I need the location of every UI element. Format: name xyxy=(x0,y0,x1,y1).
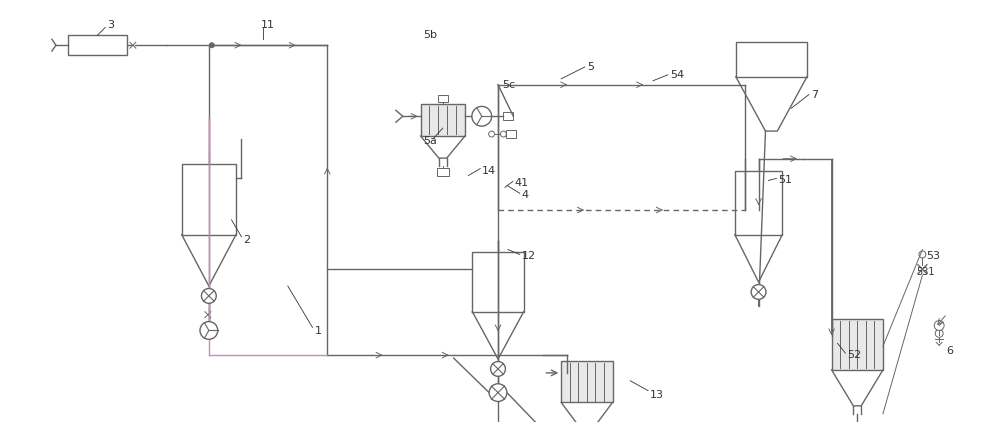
Bar xyxy=(506,130,516,138)
Text: 1: 1 xyxy=(314,326,321,337)
Text: 41: 41 xyxy=(515,178,529,188)
Text: 11: 11 xyxy=(261,20,275,31)
Text: 51: 51 xyxy=(778,176,792,185)
Text: 13: 13 xyxy=(650,390,664,400)
Text: 12: 12 xyxy=(522,252,536,261)
Bar xyxy=(421,105,465,136)
Bar xyxy=(438,94,448,102)
Text: 14: 14 xyxy=(482,166,496,176)
Text: 5a: 5a xyxy=(423,136,437,146)
Text: 2: 2 xyxy=(243,235,251,245)
Circle shape xyxy=(201,289,216,303)
Bar xyxy=(437,168,449,176)
Bar xyxy=(503,112,513,120)
Text: 3: 3 xyxy=(107,20,114,31)
Circle shape xyxy=(200,322,218,339)
Text: 5: 5 xyxy=(587,62,594,72)
Text: 5b: 5b xyxy=(423,30,437,40)
Bar xyxy=(68,35,127,55)
Bar xyxy=(561,361,613,402)
Text: 7: 7 xyxy=(811,90,818,99)
Circle shape xyxy=(472,106,492,126)
Text: 52: 52 xyxy=(847,350,862,360)
Text: 6: 6 xyxy=(946,346,953,356)
Text: 54: 54 xyxy=(670,70,684,80)
Text: 4: 4 xyxy=(522,190,529,200)
Circle shape xyxy=(489,384,507,402)
Circle shape xyxy=(934,320,944,331)
Text: 53: 53 xyxy=(926,252,940,261)
Circle shape xyxy=(209,43,214,48)
Text: 5c: 5c xyxy=(502,80,515,90)
Text: 531: 531 xyxy=(916,267,935,277)
Circle shape xyxy=(751,285,766,299)
Bar xyxy=(832,319,883,370)
Circle shape xyxy=(491,362,505,376)
